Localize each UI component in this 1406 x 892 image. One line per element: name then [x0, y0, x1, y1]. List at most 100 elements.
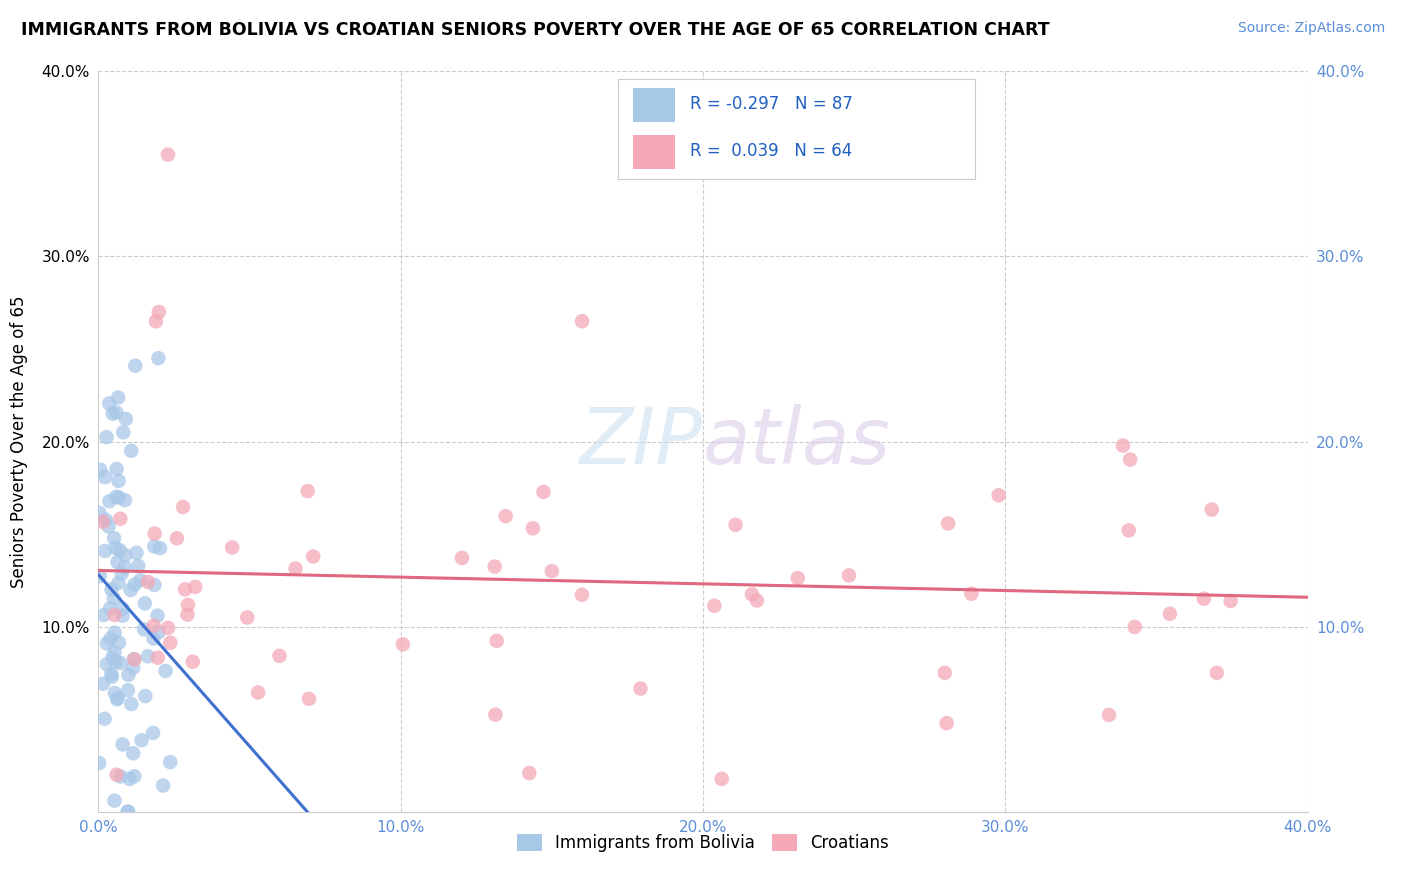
Point — [1112, 439, 1135, 453]
Point — [181, 655, 204, 669]
Point — [105, 490, 128, 504]
Text: ZIP: ZIP — [581, 403, 703, 480]
Point — [148, 305, 170, 319]
Point — [105, 405, 128, 419]
Point — [484, 707, 506, 722]
Point — [176, 607, 198, 622]
Point — [117, 805, 139, 819]
Point — [146, 650, 169, 665]
Point — [451, 551, 474, 566]
Point — [786, 571, 808, 585]
Point — [148, 351, 170, 366]
Point — [1206, 665, 1229, 680]
Point — [103, 794, 125, 808]
Point — [101, 670, 124, 684]
Point — [142, 632, 165, 646]
Point — [107, 391, 129, 405]
Point — [724, 517, 747, 532]
Point — [297, 484, 319, 499]
Legend: Immigrants from Bolivia, Croatians: Immigrants from Bolivia, Croatians — [510, 828, 896, 859]
Point — [98, 601, 121, 615]
Point — [111, 601, 134, 615]
Point — [114, 560, 136, 574]
Point — [89, 506, 111, 520]
Point — [129, 573, 152, 587]
Point — [105, 692, 128, 706]
Point — [125, 546, 148, 560]
Point — [533, 484, 555, 499]
Point — [1119, 452, 1142, 467]
Point — [98, 494, 121, 508]
Point — [100, 632, 122, 646]
Point — [97, 519, 120, 533]
Point — [101, 407, 124, 421]
Point — [934, 665, 956, 680]
Point — [108, 543, 131, 558]
Point — [935, 716, 957, 731]
Point — [103, 625, 125, 640]
Point — [1118, 524, 1140, 538]
Point — [124, 652, 146, 666]
Point — [105, 462, 128, 476]
Point — [103, 645, 125, 659]
Point — [177, 598, 200, 612]
Point — [117, 683, 139, 698]
Point — [522, 521, 544, 535]
Point — [104, 686, 127, 700]
Point — [1123, 620, 1146, 634]
Point — [1098, 707, 1121, 722]
Point — [115, 412, 138, 426]
Point — [284, 561, 307, 575]
Point — [936, 516, 959, 531]
Point — [89, 756, 111, 770]
Point — [122, 660, 145, 674]
Point — [100, 582, 122, 597]
Point — [120, 697, 142, 711]
Point — [269, 648, 291, 663]
Point — [124, 769, 146, 783]
Point — [184, 580, 207, 594]
Point — [107, 690, 129, 705]
Point — [107, 491, 129, 505]
Point — [110, 769, 132, 783]
Point — [105, 768, 128, 782]
Point — [838, 568, 860, 582]
Point — [152, 779, 174, 793]
Point — [159, 636, 181, 650]
Point — [111, 566, 134, 581]
Point — [107, 474, 129, 488]
Point — [103, 607, 125, 622]
Point — [107, 576, 129, 591]
Point — [124, 578, 146, 592]
Point — [131, 733, 153, 747]
Point — [105, 655, 128, 669]
Point — [298, 691, 321, 706]
Point — [236, 610, 259, 624]
Point — [136, 574, 159, 589]
Point — [89, 569, 111, 583]
Point — [101, 650, 124, 665]
Point — [495, 509, 517, 524]
Point — [247, 685, 270, 699]
Point — [1219, 594, 1241, 608]
Point — [114, 549, 136, 563]
Point — [94, 470, 117, 484]
Point — [122, 746, 145, 760]
Point — [111, 738, 134, 752]
Point — [142, 618, 165, 632]
Point — [1192, 591, 1215, 606]
Point — [117, 805, 139, 819]
Point — [104, 541, 127, 555]
Point — [107, 555, 129, 569]
Point — [93, 608, 115, 623]
Point — [172, 500, 194, 514]
Point — [91, 677, 114, 691]
Point — [94, 513, 117, 527]
Text: atlas: atlas — [703, 403, 891, 480]
Point — [127, 558, 149, 573]
Point — [120, 582, 142, 597]
Point — [120, 443, 142, 458]
Point — [540, 564, 562, 578]
Point — [98, 396, 121, 410]
Point — [124, 359, 146, 373]
